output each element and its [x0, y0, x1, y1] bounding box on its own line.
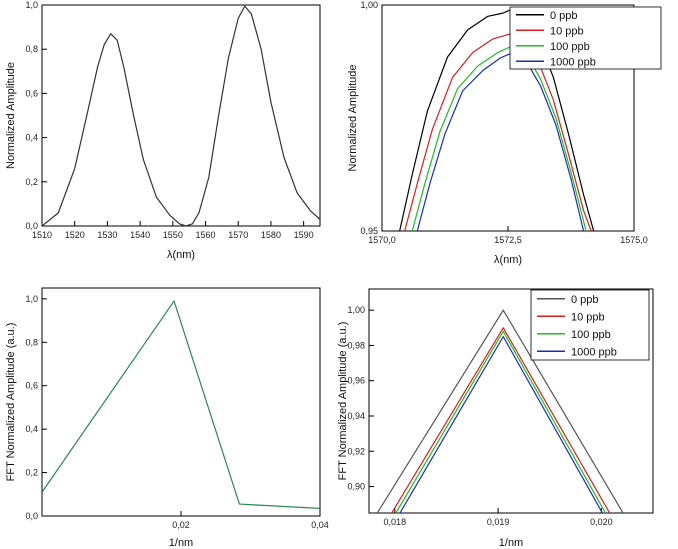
- y-tick-label: 0,98: [347, 340, 365, 350]
- y-axis-label: FFT Normalized Amplitude (a.u.): [337, 322, 349, 481]
- legend-box: [509, 6, 662, 70]
- x-tick-label: 1510: [32, 230, 52, 240]
- legend-label: 100 ppb: [550, 41, 590, 53]
- y-tick-label: 0,94: [347, 411, 365, 421]
- plot-p1: 1510 1520 1530 1540 1550 1560 1570 1580 1590 0,0 0…: [5, 0, 321, 261]
- y-axis-label: FFT Normalized Amplitude (a.u.): [5, 323, 17, 482]
- y-axis-label: Normalized Amplitude: [347, 65, 359, 172]
- x-tick-label: 1560: [196, 230, 216, 240]
- series-line-100-ppb: [395, 330, 607, 513]
- y-tick-label: 0,0: [25, 221, 38, 231]
- legend-label: 0 ppb: [550, 10, 578, 22]
- y-tick-label: 1,0: [25, 0, 38, 10]
- plot-frame: [368, 288, 654, 514]
- y-tick-label: 1,0: [25, 294, 38, 304]
- plot-frame: [41, 4, 321, 227]
- series-line-0-ppb: [376, 309, 624, 513]
- x-axis-label: λ(nm): [167, 249, 195, 261]
- y-tick-label: 0,8: [25, 337, 38, 347]
- series-line-1000-ppb: [416, 51, 585, 231]
- x-tick-label: 1580: [261, 230, 281, 240]
- series-line-10-ppb: [391, 327, 611, 513]
- y-tick-label: 0,95: [360, 226, 378, 236]
- legend-box: [530, 289, 650, 361]
- x-tick-label: 1540: [130, 230, 150, 240]
- plot-p3: 0,02 0,04 0,0 0,2 0,4 0,6 0,8 1,0 1/nm FFT Normal…: [5, 287, 329, 549]
- x-tick-label: 0,04: [311, 520, 329, 530]
- series-line: [42, 300, 320, 509]
- plot-p4: 0,018 0,019 0,020 0,90 0,92 0,94 0,96 0,98 1,00 1…: [337, 288, 654, 549]
- x-tick-label: 1550: [163, 230, 183, 240]
- x-tick-label: 0,018: [384, 517, 407, 527]
- y-tick-label: 0,4: [25, 133, 38, 143]
- series-line-0-ppb: [399, 8, 595, 231]
- legend-label: 100 ppb: [571, 329, 611, 341]
- y-tick-label: 0,4: [25, 424, 38, 434]
- x-tick-label: 1520: [65, 230, 85, 240]
- y-tick-label: 1,00: [347, 305, 365, 315]
- y-tick-label: 0,6: [25, 88, 38, 98]
- y-tick-label: 0,6: [25, 381, 38, 391]
- legend-label: 0 ppb: [571, 294, 599, 306]
- y-tick-label: 0,96: [347, 376, 365, 386]
- legend: 0 ppb 10 ppb 100 ppb 1000 ppb: [509, 6, 662, 70]
- series-line-100-ppb: [411, 45, 587, 231]
- x-axis-label: 1/nm: [169, 537, 193, 549]
- y-tick-label: 0,2: [25, 468, 38, 478]
- y-tick-label: 0,0: [25, 511, 38, 521]
- x-tick-label: 1590: [294, 230, 314, 240]
- x-tick-label: 0,019: [487, 517, 510, 527]
- plot-p2: 1570,0 1572,5 1575,0 0,95 1,00 λ(nm) Normalize…: [347, 0, 662, 266]
- y-tick-label: 0,2: [25, 177, 38, 187]
- legend-label: 10 ppb: [550, 25, 584, 37]
- x-tick-label: 1572,5: [494, 235, 522, 245]
- x-tick-label: 1570,0: [368, 235, 396, 245]
- y-tick-label: 0,92: [347, 446, 365, 456]
- y-tick-label: 1,00: [360, 0, 378, 10]
- legend-label: 1000 ppb: [571, 346, 617, 358]
- x-tick-label: 1530: [97, 230, 117, 240]
- legend-label: 10 ppb: [571, 311, 605, 323]
- x-tick-label: 1570: [228, 230, 248, 240]
- x-tick-label: 0,020: [590, 517, 613, 527]
- legend: 0 ppb 10 ppb 100 ppb 1000 ppb: [530, 289, 650, 361]
- x-axis-label: λ(nm): [494, 254, 522, 266]
- y-tick-label: 0,8: [25, 44, 38, 54]
- y-tick-label: 0,90: [347, 482, 365, 492]
- y-axis-label: Normalized Amplitude: [5, 62, 17, 169]
- legend-label: 1000 ppb: [550, 56, 596, 68]
- series-line: [42, 5, 320, 226]
- x-tick-label: 1575,0: [620, 235, 648, 245]
- series-line-1000-ppb: [399, 336, 603, 513]
- x-axis-label: 1/nm: [499, 537, 523, 549]
- x-tick-label: 0,02: [172, 520, 190, 530]
